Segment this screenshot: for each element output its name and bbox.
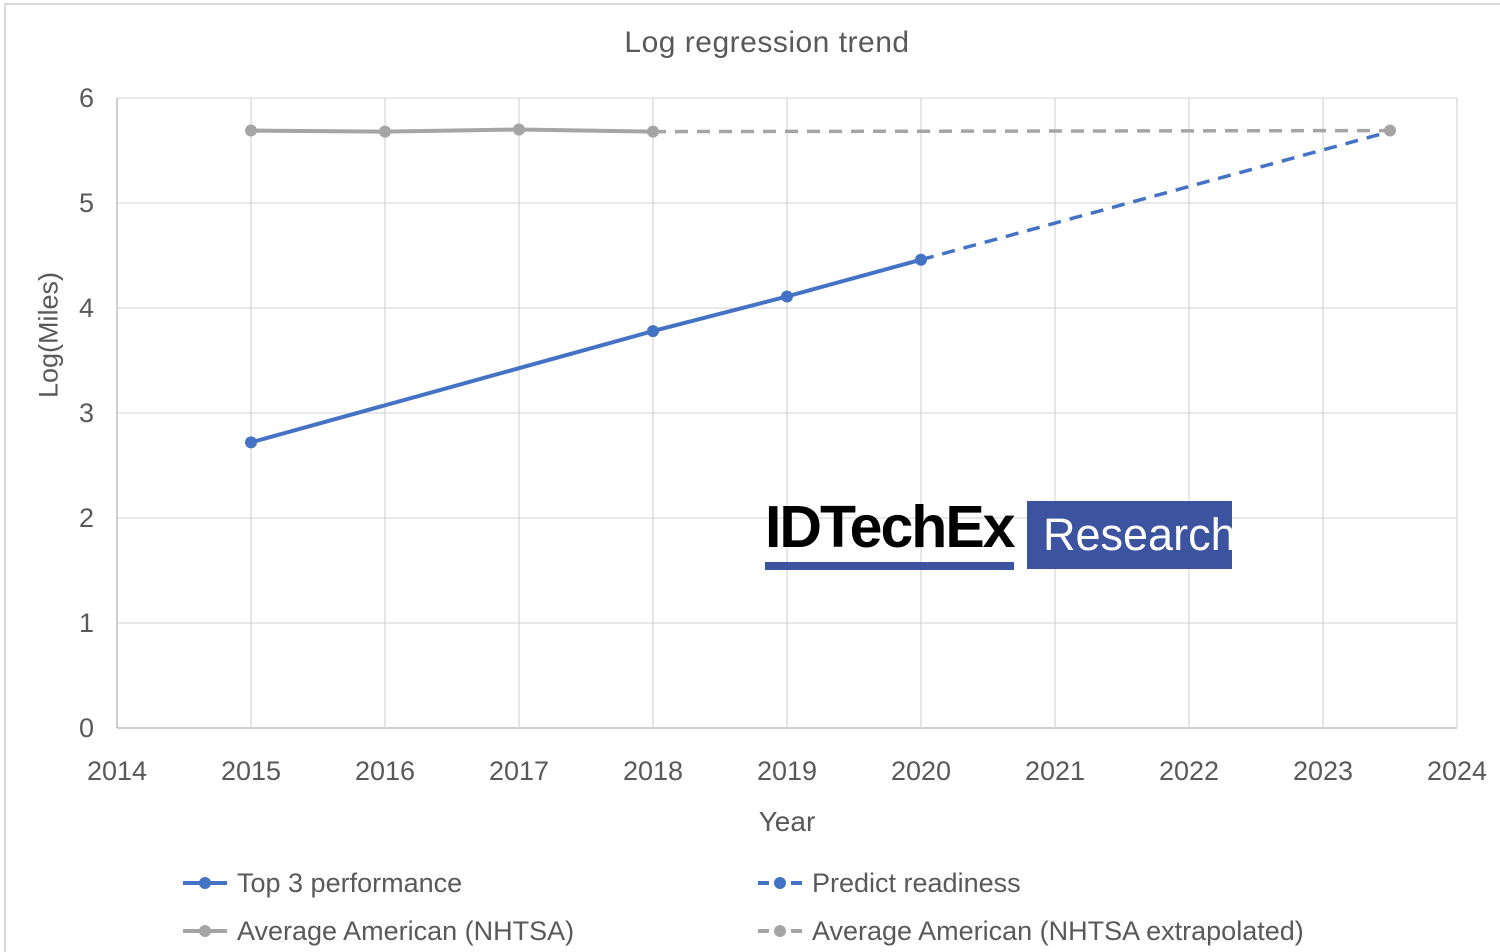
legend-swatch-part [199,925,211,937]
legend-label: Average American (NHTSA extrapolated) [812,915,1304,946]
series-marker [245,124,257,137]
legend-swatch-solid-gray-icon [183,925,227,937]
legend-swatch-part [199,877,211,889]
x-axis-title: Year [758,806,816,837]
y-tick-label: 1 [79,608,94,638]
series-line-solid [250,257,922,445]
y-tick-label: 6 [79,83,94,113]
chart-title: Log regression trend [624,26,910,59]
y-tick-label: 3 [79,398,94,428]
series-line-solid [250,127,654,134]
series-line-dashed [652,128,1391,134]
series-marker [647,325,659,338]
idtechex-logo: IDTechEx [765,494,1015,570]
x-tick-label: 2015 [221,756,281,786]
legend-item-average-american-extrapolated: Average American (NHTSA extrapolated) [758,916,1304,946]
legend-label: Top 3 performance [237,867,463,898]
series-marker [915,253,927,266]
idtechex-research-badge: Research [1027,501,1236,569]
x-tick-label: 2017 [489,756,549,786]
series-marker [379,125,391,138]
x-tick-label: 2014 [87,756,147,786]
x-tick-label: 2019 [757,756,817,786]
legend-swatch-dashed-blue-icon [758,877,802,889]
idtechex-logo-underline [765,562,1014,570]
legend-swatch-dashed-gray-icon [758,925,802,937]
x-tick-label: 2018 [623,756,683,786]
y-tick-label: 4 [79,293,94,323]
idtechex-research-label: Research [1043,509,1236,560]
legend-swatch-part [774,925,786,937]
legend-swatch-part [774,877,786,889]
series-marker [647,125,659,138]
x-tick-label: 2024 [1427,756,1487,786]
y-tick-label: 0 [79,713,94,743]
y-tick-label: 2 [79,503,94,533]
legend-label: Average American (NHTSA) [237,915,575,946]
series-end-marker [1384,124,1396,137]
chart-frame-border-left [4,3,6,952]
x-tick-label: 2023 [1293,756,1353,786]
idtechex-logo-wordmark: IDTechEx [765,494,1015,560]
series-marker [513,123,525,136]
series-marker [245,436,257,449]
legend-swatch-solid-blue-icon [183,877,227,889]
x-tick-label: 2022 [1159,756,1219,786]
series-line-dashed [920,129,1391,262]
x-tick-label: 2020 [891,756,951,786]
legend-item-top3-performance: Top 3 performance [183,868,462,898]
x-tick-label: 2021 [1025,756,1085,786]
chart-frame-border-top [4,3,1500,5]
legend-item-predict-readiness: Predict readiness [758,868,1021,898]
y-axis-title: Log(Miles) [33,271,64,399]
legend-item-average-american: Average American (NHTSA) [183,916,574,946]
y-tick-label: 5 [79,188,94,218]
series-marker [781,290,793,303]
x-tick-label: 2016 [355,756,415,786]
legend-label: Predict readiness [812,867,1021,898]
